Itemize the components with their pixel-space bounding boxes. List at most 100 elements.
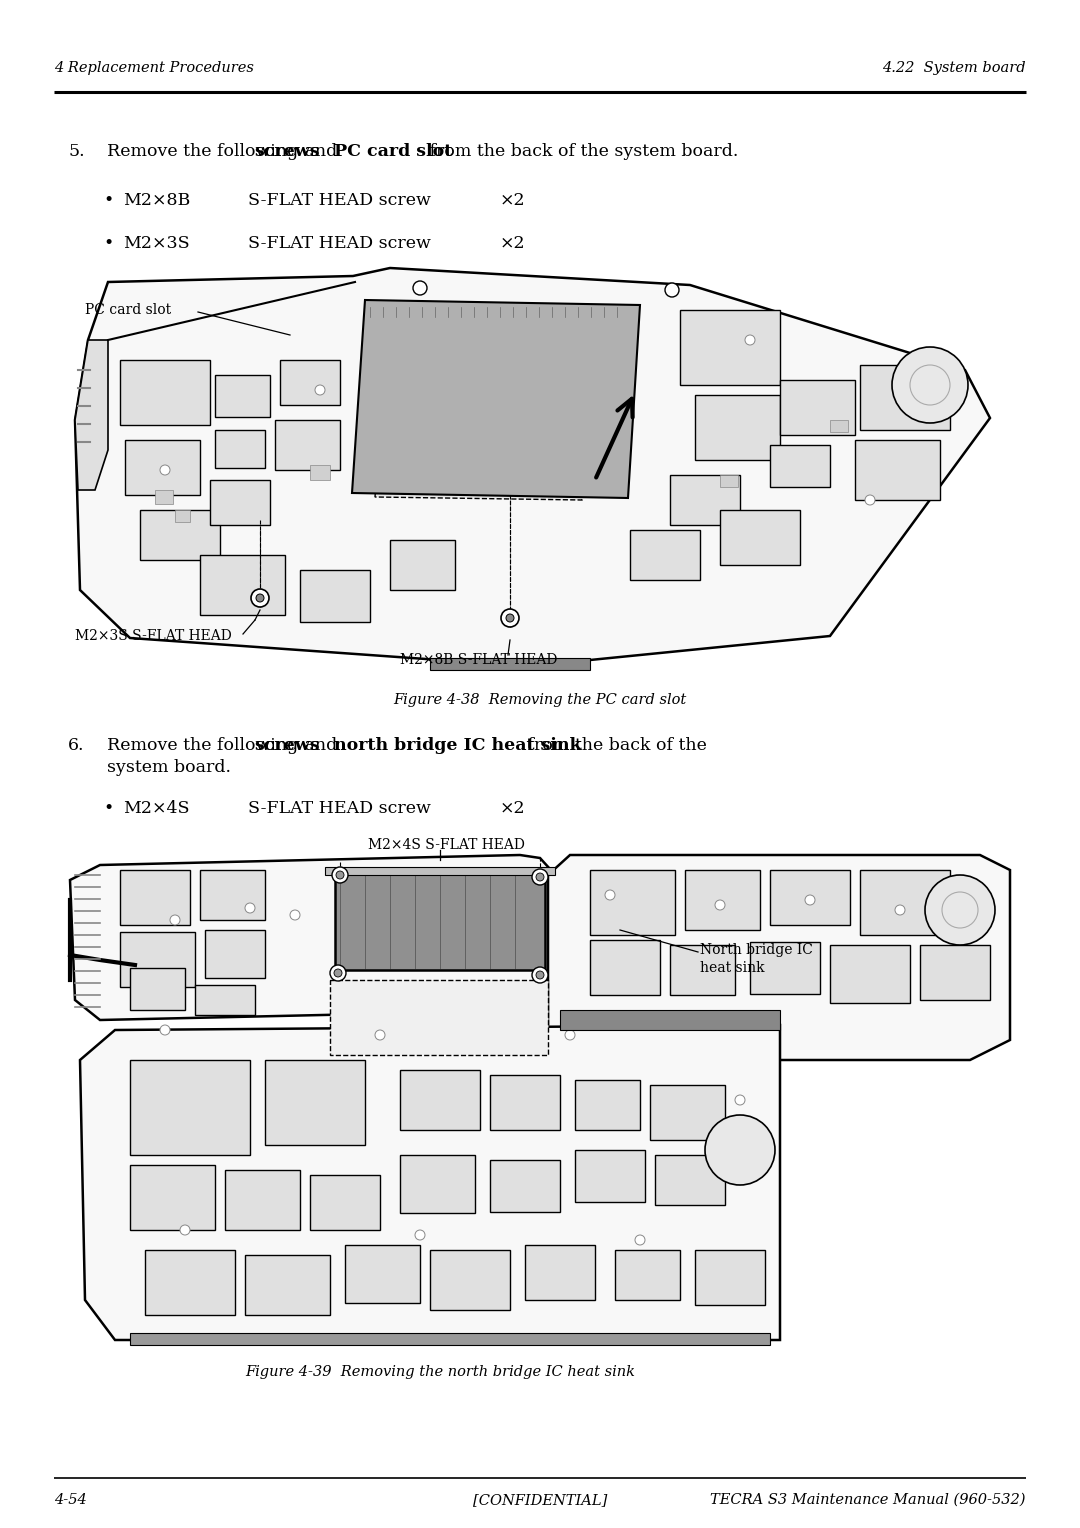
Circle shape [892,347,968,423]
Circle shape [256,594,264,602]
Bar [310,465,330,480]
Bar [670,475,740,526]
Bar [920,944,990,999]
Bar [310,1175,380,1230]
Text: S-FLAT HEAD screw: S-FLAT HEAD screw [248,801,431,817]
Circle shape [180,1225,190,1235]
Bar [215,429,265,468]
Text: north bridge IC heat sink: north bridge IC heat sink [334,736,582,753]
Text: 6.: 6. [68,736,84,753]
Bar [345,1245,420,1303]
Text: S-FLAT HEAD screw: S-FLAT HEAD screw [248,235,431,252]
Text: M2×3S S-FLAT HEAD: M2×3S S-FLAT HEAD [75,630,232,643]
Circle shape [532,869,548,885]
Bar [145,1250,235,1316]
Bar [430,1250,510,1309]
Circle shape [375,1030,384,1041]
Circle shape [745,335,755,345]
Bar [125,440,200,495]
Text: screws: screws [254,144,320,160]
Bar [130,1060,249,1155]
Circle shape [924,876,995,944]
Circle shape [665,283,679,296]
Bar [265,1060,365,1144]
Bar [390,539,455,590]
Bar [615,1250,680,1300]
Circle shape [536,872,544,882]
Bar [215,374,270,417]
Circle shape [895,905,905,915]
Polygon shape [70,856,561,1021]
Text: M2×3S: M2×3S [123,235,190,252]
Text: TECRA S3 Maintenance Manual (960-532): TECRA S3 Maintenance Manual (960-532) [711,1493,1026,1507]
Text: ×2: ×2 [500,801,526,817]
Circle shape [336,871,345,879]
Circle shape [330,966,346,981]
Bar [430,659,590,669]
Bar [200,869,265,920]
Bar [130,969,185,1010]
Bar [720,510,800,565]
Circle shape [413,281,427,295]
Polygon shape [330,979,548,1054]
Text: PC card slot: PC card slot [85,303,171,316]
Bar [400,1155,475,1213]
Text: •: • [103,235,113,252]
Bar [120,361,210,425]
Circle shape [805,895,815,905]
Bar [525,1245,595,1300]
Polygon shape [75,341,108,490]
Circle shape [715,900,725,911]
Text: system board.: system board. [107,759,231,776]
Circle shape [435,425,445,435]
Circle shape [605,889,615,900]
Bar [750,941,820,995]
Circle shape [415,1230,426,1241]
Bar [654,1155,725,1206]
Text: and: and [299,144,342,160]
Text: Remove the following: Remove the following [107,736,303,753]
Bar [445,396,465,410]
Polygon shape [80,1025,780,1340]
Text: M2×4S: M2×4S [123,801,189,817]
Polygon shape [548,856,1010,1060]
Circle shape [245,903,255,914]
Bar [680,310,780,385]
Polygon shape [335,869,545,970]
Text: Figure 4-39  Removing the north bridge IC heat sink: Figure 4-39 Removing the north bridge IC… [245,1365,635,1378]
Text: [CONFIDENTIAL]: [CONFIDENTIAL] [473,1493,607,1507]
Circle shape [332,866,348,883]
Bar [575,1080,640,1131]
Bar [720,475,738,487]
Text: PC card slot: PC card slot [334,144,453,160]
Bar [400,1070,480,1131]
Circle shape [334,969,342,976]
Text: from the back of the: from the back of the [522,736,706,753]
Bar [670,944,735,995]
Circle shape [160,1025,170,1034]
Text: M2×8B: M2×8B [123,193,190,209]
Circle shape [865,495,875,504]
Bar [156,490,173,504]
Bar [696,396,780,460]
Bar [300,570,370,622]
Bar [650,1085,725,1140]
Circle shape [501,610,519,626]
Bar [685,869,760,931]
Polygon shape [352,299,640,498]
Circle shape [160,465,170,475]
Text: M2×8B S-FLAT HEAD: M2×8B S-FLAT HEAD [400,652,557,668]
Circle shape [315,385,325,396]
Circle shape [565,1030,575,1041]
Text: ×2: ×2 [500,235,526,252]
Bar [140,510,220,559]
Bar [490,1160,561,1212]
Bar [280,361,340,405]
Bar [860,869,950,935]
Bar [245,1254,330,1316]
Text: •: • [103,801,113,817]
Text: 4-54: 4-54 [54,1493,86,1507]
Text: M2×4S S-FLAT HEAD: M2×4S S-FLAT HEAD [368,837,525,853]
Circle shape [536,970,544,979]
Bar [630,530,700,581]
